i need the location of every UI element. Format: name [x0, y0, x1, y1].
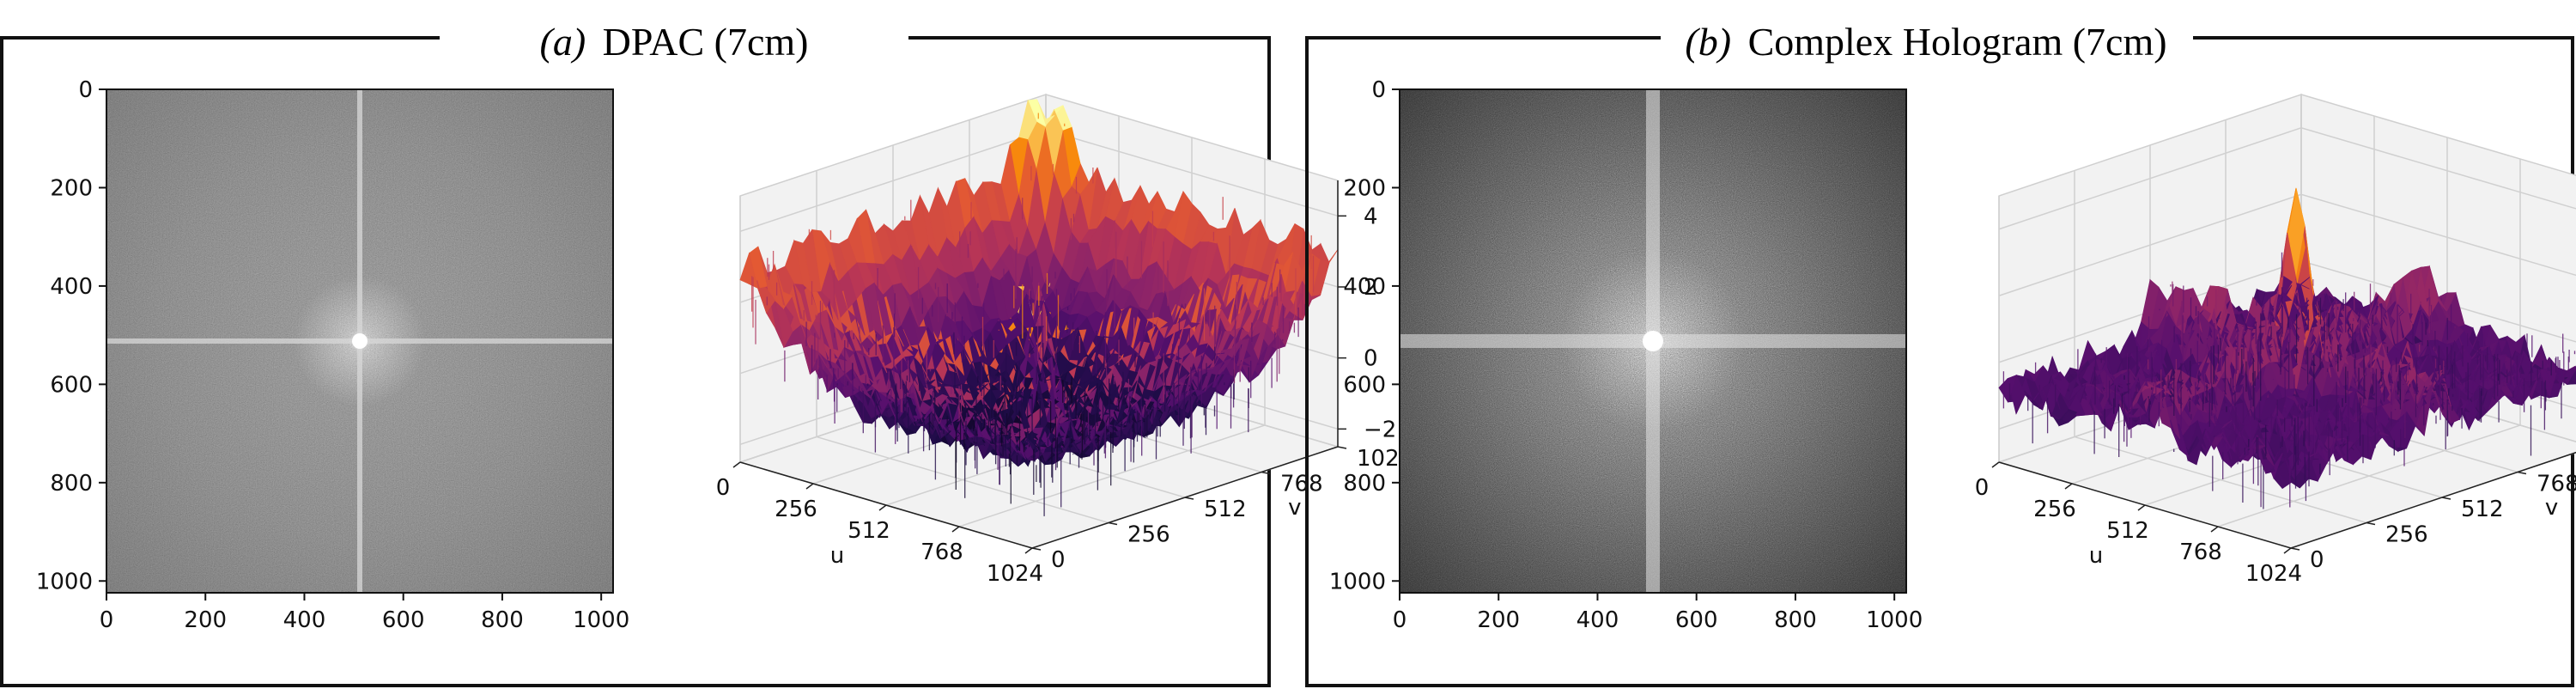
panel-b-surface-v-tick-mark: [2366, 521, 2376, 526]
panel-a-surface-v-tick-mark: [1108, 521, 1118, 526]
panel-b-spectrum-image: [1399, 88, 1907, 594]
panel-b-title: (b) Complex Hologram (7cm): [1685, 20, 2166, 64]
panel-a-surface-v-tick-mark: [1184, 497, 1194, 500]
panel-a-surface-z-tick-label: 0: [1364, 346, 1378, 372]
panel-a-title-letter: (a): [540, 20, 586, 64]
panel-b-image-ytick-label: 200: [1343, 175, 1386, 201]
panel-b-title-letter: (b): [1685, 20, 1731, 64]
panel-a-image-ytick-label: 600: [50, 372, 93, 398]
panel-b-surface-u-tick-mark: [2064, 483, 2073, 490]
panel-a-surface-u-tick-mark: [1024, 547, 1033, 554]
panel-b-surface-u-axis-label: u: [2089, 543, 2103, 569]
panel-a-image-border: [106, 88, 614, 594]
panel-b-surface-u-tick-mark: [2283, 547, 2292, 554]
panel-b-surface-v-tick-mark: [2517, 471, 2527, 475]
panel-b-surface-grid-line: [1998, 126, 2576, 230]
panel-a: (a) DPAC (7cm) 0 200 400 600 800 100002004006…: [0, 20, 1413, 687]
panel-a-image-xtick-label: 0: [100, 607, 114, 633]
panel-b-image-xtick-label: 400: [1577, 607, 1619, 633]
panel-b-image-xtick-label: 1000: [1866, 607, 1923, 633]
panel-a-image-xtick-label: 600: [382, 607, 425, 633]
panel-b-image-border: [1399, 88, 1907, 594]
panel-a-surface-v-tick-mark: [1031, 547, 1042, 551]
panel-b-surface-u-tick-label: 0: [1975, 475, 1990, 501]
panel-a-frame: [0, 36, 1271, 687]
panel-b-surface-u-tick-mark: [2137, 504, 2146, 511]
panel-a-title: (a) DPAC (7cm): [540, 20, 809, 64]
panel-a-surface-v-tick-label: 0: [1051, 547, 1066, 573]
panel-a-image-xtick-label: 400: [283, 607, 326, 633]
panel-b-surface-v-tick-mark: [2290, 547, 2300, 551]
panel-a-surface-z-tick-label: 2: [1364, 275, 1378, 301]
panel-b-image-ytick-label: 600: [1343, 372, 1386, 398]
panel-b-title-text: Complex Hologram (7cm): [1748, 20, 2167, 64]
panel-a-surface-v-axis-label: v: [1288, 495, 1301, 521]
panel-a-surface-u-tick-mark: [805, 483, 814, 490]
panel-a-surface-v-tick-label: 256: [1127, 522, 1170, 548]
panel-a-surface-u-tick-mark: [951, 526, 960, 533]
panel-a-surface-u-tick-mark: [878, 504, 887, 511]
panel-a-surface-z-tick-label: 4: [1364, 204, 1378, 229]
panel-a-surface-u-tick-mark: [732, 461, 741, 468]
panel-a-image-ytick-label: 800: [50, 471, 93, 497]
panel-a-surface-u-tick-label: 768: [920, 540, 963, 565]
panel-a-surface-u-tick-label: 256: [775, 497, 817, 522]
panel-b-image-xtick-label: 600: [1675, 607, 1718, 633]
panel-b-surface-surface-cell: [1998, 375, 2018, 403]
panel-a-center-peak: [352, 333, 368, 349]
panel-a-image-xtick-label: 200: [184, 607, 227, 633]
panel-b-surface-v-tick-mark: [2441, 497, 2451, 500]
panel-b-surface-v-tick-label: 256: [2385, 522, 2428, 548]
panel-a-surface-v-tick-mark: [1261, 471, 1271, 475]
panel-b-image-ytick-label: 400: [1343, 274, 1386, 300]
panel-b-image-axes: 0 200 400 600 800 1000 0 200 400 600 800 1000: [1329, 77, 1923, 633]
panel-a-image-xtick-label: 800: [481, 607, 524, 633]
panel-a-surface-v-tick-mark: [1337, 446, 1347, 449]
panel-a-image-ytick-label: 1000: [36, 569, 93, 594]
panel-b-surface-v-axis-label: v: [2545, 495, 2558, 521]
panel-b-frame: [1305, 36, 2574, 687]
panel-a-image-ytick-label: 200: [50, 175, 93, 201]
panel-a-surface-v-tick-label: 512: [1204, 497, 1247, 522]
panel-b-surface-grid-line: [2074, 170, 2367, 524]
panel-b-surface-u-tick-label: 512: [2106, 518, 2149, 544]
panel-b-image-xtick-label: 200: [1477, 607, 1520, 633]
panel-b-image-xtick-label: 800: [1774, 607, 1817, 633]
panel-b-image-xtick-label: 0: [1393, 607, 1407, 633]
panel-b: (b) Complex Hologram (7cm) 0 200 400 600 800…: [1305, 20, 2576, 687]
panel-b-image-ytick-label: 0: [1371, 77, 1386, 103]
panel-a-surface-u-tick-label: 1024: [987, 561, 1043, 587]
panel-b-surface-grid-line: [1998, 193, 2576, 296]
panel-b-surface-u-tick-label: 256: [2033, 497, 2076, 522]
panel-a-image-ytick-label: 0: [78, 77, 93, 103]
panel-a-image-axes: 0 200 400 600 800 1000 0 200 400 600 800 1000: [36, 77, 629, 633]
panel-b-surface-u-tick-mark: [2210, 526, 2219, 533]
panel-a-image-ytick-label: 400: [50, 274, 93, 300]
panel-b-surface-v-tick-label: 512: [2461, 497, 2504, 522]
panel-b-surface-v-tick-label: 768: [2537, 472, 2576, 497]
panel-a-title-text: DPAC (7cm): [603, 20, 809, 64]
panel-a-surface-u-axis-label: u: [830, 543, 844, 569]
panel-a-surface-z-tick-label: −2: [1364, 417, 1396, 442]
panel-b-image-ytick-label: 1000: [1329, 569, 1386, 594]
panel-b-image-ytick-label: 800: [1343, 471, 1386, 497]
panel-b-surface-u-tick-mark: [1991, 461, 2000, 468]
panel-a-image-xtick-label: 1000: [573, 607, 629, 633]
panel-a-surface-v-tick-label: 768: [1280, 472, 1323, 497]
panel-a-surface-u-tick-label: 0: [716, 475, 731, 501]
panel-a-spectrum-image: [106, 88, 614, 594]
panel-a-surface-u-tick-label: 512: [848, 518, 890, 544]
panel-b-surface-u-tick-label: 768: [2179, 540, 2222, 565]
panel-b-center-peak: [1643, 331, 1663, 351]
panel-b-surface-v-tick-label: 0: [2310, 547, 2324, 573]
panel-b-surface-u-tick-label: 1024: [2245, 561, 2302, 587]
